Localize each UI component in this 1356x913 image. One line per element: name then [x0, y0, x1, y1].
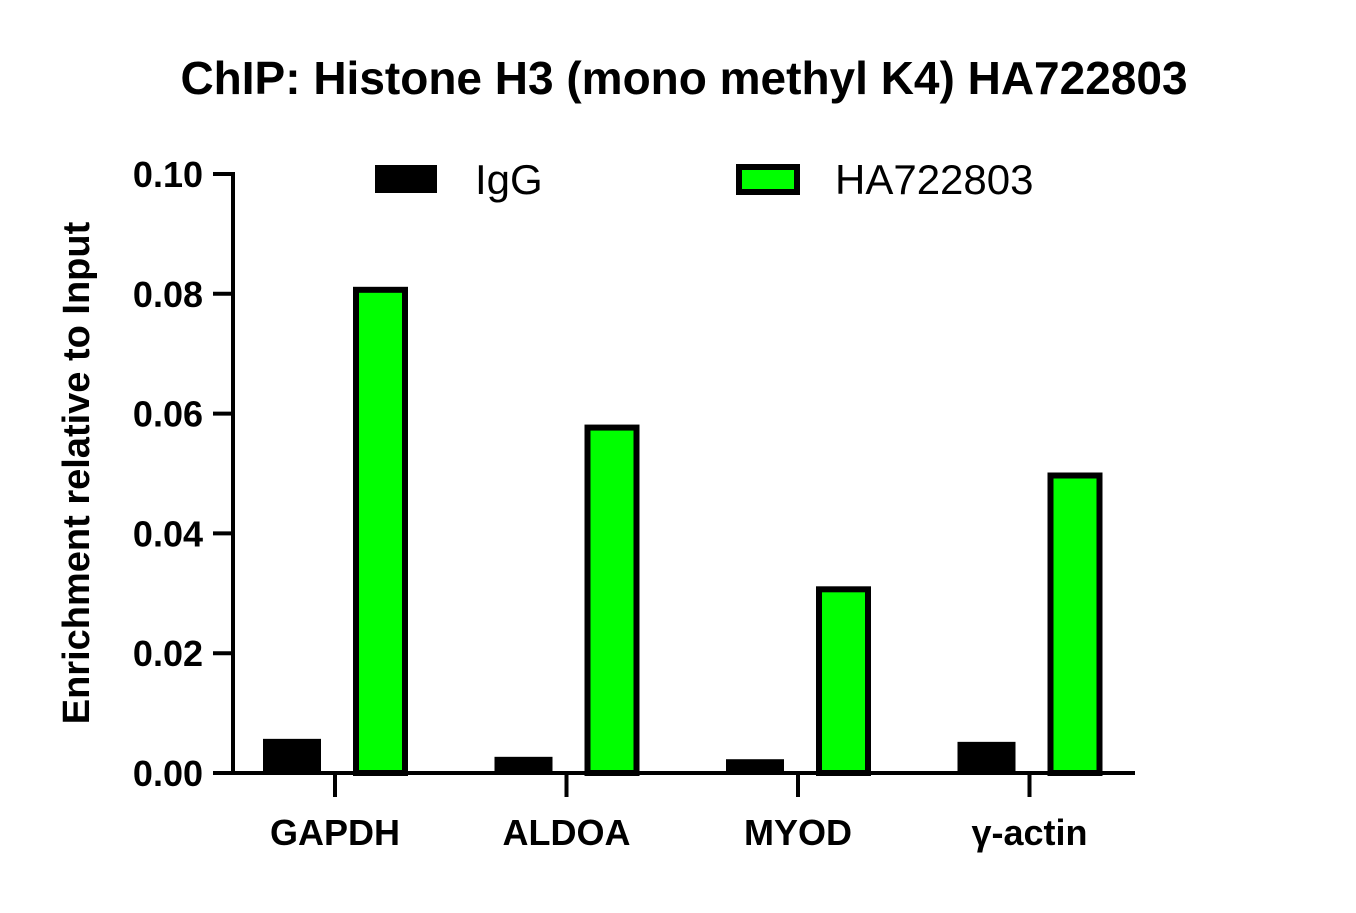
x-tick-label: ALDOA [503, 812, 631, 853]
x-tick-label: MYOD [744, 812, 852, 853]
y-tick-label: 0.02 [133, 633, 203, 674]
legend-swatch-igg [375, 165, 437, 193]
bar-igg [726, 759, 784, 773]
bar-ha722803 [1047, 472, 1103, 776]
y-tick-label: 0.06 [133, 394, 203, 435]
bar-ha722803 [353, 286, 408, 776]
bar-ha722803 [816, 586, 871, 776]
y-tick-label: 0.10 [133, 154, 203, 195]
y-tick-label: 0.08 [133, 274, 203, 315]
legend-label-igg: IgG [475, 156, 543, 203]
y-tick-label: 0.04 [133, 513, 203, 554]
legend-swatch-ha722803 [736, 164, 800, 195]
chart-title: ChIP: Histone H3 (mono methyl K4) HA7228… [180, 52, 1187, 104]
bar-igg [494, 756, 553, 773]
bar-ha722803 [584, 424, 640, 776]
bar-igg [263, 738, 321, 773]
y-tick-label: 0.00 [133, 753, 203, 794]
bar-igg [957, 741, 1016, 773]
x-tick-label: γ-actin [971, 812, 1087, 853]
legend-label-ha722803: HA722803 [835, 156, 1034, 203]
x-tick-label: GAPDH [270, 812, 400, 853]
y-axis-label: Enrichment relative to Input [56, 221, 98, 724]
